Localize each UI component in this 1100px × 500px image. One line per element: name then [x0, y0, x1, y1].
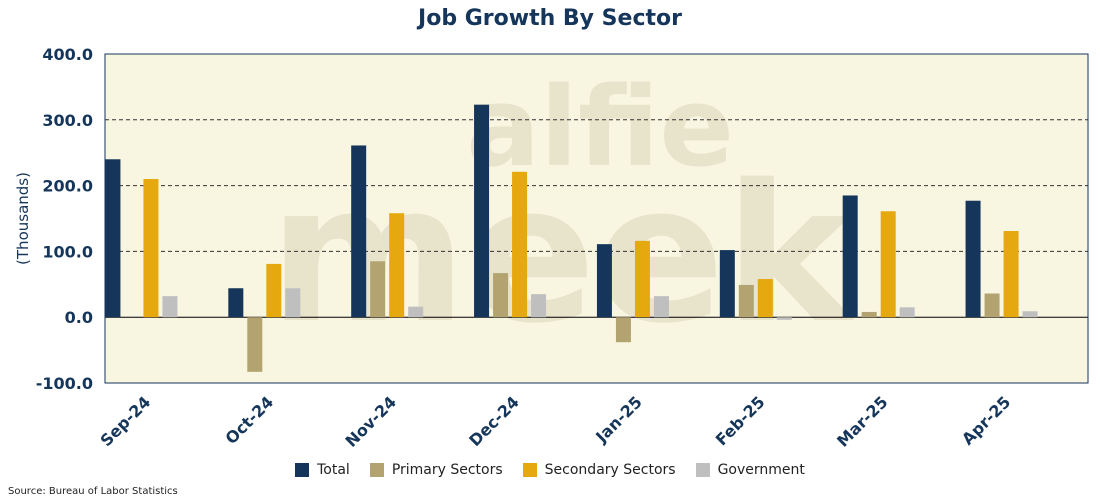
- bar-total: [596, 244, 612, 318]
- x-tick-label: Feb-25: [712, 392, 769, 449]
- y-axis-label: (Thousands): [14, 172, 32, 265]
- bar-primary-sectors: [615, 317, 631, 343]
- legend-item: Secondary Sectors: [522, 462, 676, 478]
- bar-total: [105, 159, 121, 318]
- y-tick-label: 100.0: [42, 242, 93, 261]
- bar-secondary-sectors: [1003, 231, 1019, 318]
- bars: [105, 104, 1038, 372]
- watermark-text: alfie: [466, 63, 734, 191]
- x-tick-label: Apr-25: [958, 392, 1014, 448]
- bar-government: [408, 306, 424, 318]
- legend-label: Secondary Sectors: [544, 462, 676, 478]
- legend-item: Primary Sectors: [369, 462, 503, 478]
- legend-label: Total: [317, 462, 350, 478]
- bar-government: [653, 296, 669, 318]
- y-tick-label: 300.0: [42, 111, 93, 130]
- legend-swatch: [295, 463, 310, 477]
- bar-total: [842, 195, 858, 318]
- bar-secondary-sectors: [389, 213, 405, 318]
- plot-area: [105, 54, 1088, 383]
- watermark-text: meek: [269, 144, 855, 365]
- bar-primary-sectors: [861, 311, 877, 318]
- y-tick-label: -100.0: [36, 374, 93, 393]
- bar-government: [531, 294, 547, 318]
- bar-secondary-sectors: [512, 171, 528, 318]
- bar-total: [719, 250, 735, 318]
- legend-label: Primary Sectors: [391, 462, 503, 478]
- x-tick-label: Dec-24: [465, 392, 523, 450]
- bar-secondary-sectors: [634, 240, 650, 318]
- bar-secondary-sectors: [880, 211, 896, 318]
- bar-primary-sectors: [984, 293, 1000, 318]
- bar-primary-sectors: [370, 261, 386, 318]
- x-tick-label: Sep-24: [96, 392, 154, 450]
- x-tick-label: Nov-24: [342, 392, 400, 450]
- bar-secondary-sectors: [143, 179, 159, 318]
- legend-item: Total: [295, 462, 350, 478]
- bar-total: [474, 104, 490, 318]
- y-tick-label: 0.0: [65, 308, 93, 327]
- bar-government: [162, 296, 178, 318]
- bar-secondary-sectors: [266, 263, 282, 318]
- x-tick-label: Mar-25: [833, 392, 891, 450]
- plot-border: [104, 53, 1089, 384]
- x-tick-label: Jan-25: [591, 392, 645, 446]
- y-tick-label: 400.0: [42, 45, 93, 64]
- bar-government: [776, 317, 792, 320]
- bar-primary-sectors: [247, 317, 263, 372]
- legend-swatch: [695, 463, 710, 477]
- bar-government: [285, 288, 301, 318]
- bar-government: [1022, 311, 1038, 318]
- bar-total: [228, 288, 244, 318]
- source-note: Source: Bureau of Labor Statistics: [8, 486, 178, 497]
- bar-primary-sectors: [738, 284, 754, 318]
- legend-swatch: [369, 463, 384, 477]
- bar-secondary-sectors: [757, 279, 773, 318]
- legend: Total Primary Sectors Secondary Sectors Gov…: [0, 462, 1100, 478]
- legend-swatch: [522, 463, 537, 477]
- legend-label: Government: [717, 462, 805, 478]
- bar-total: [351, 145, 367, 318]
- y-tick-label: 200.0: [42, 177, 93, 196]
- bar-total: [965, 200, 981, 318]
- gridlines: [105, 119, 1088, 318]
- bar-primary-sectors: [493, 273, 509, 318]
- x-tick-label: Oct-24: [222, 392, 278, 448]
- bar-government: [899, 307, 915, 318]
- chart-title: Job Growth By Sector: [418, 6, 682, 31]
- legend-item: Government: [695, 462, 805, 478]
